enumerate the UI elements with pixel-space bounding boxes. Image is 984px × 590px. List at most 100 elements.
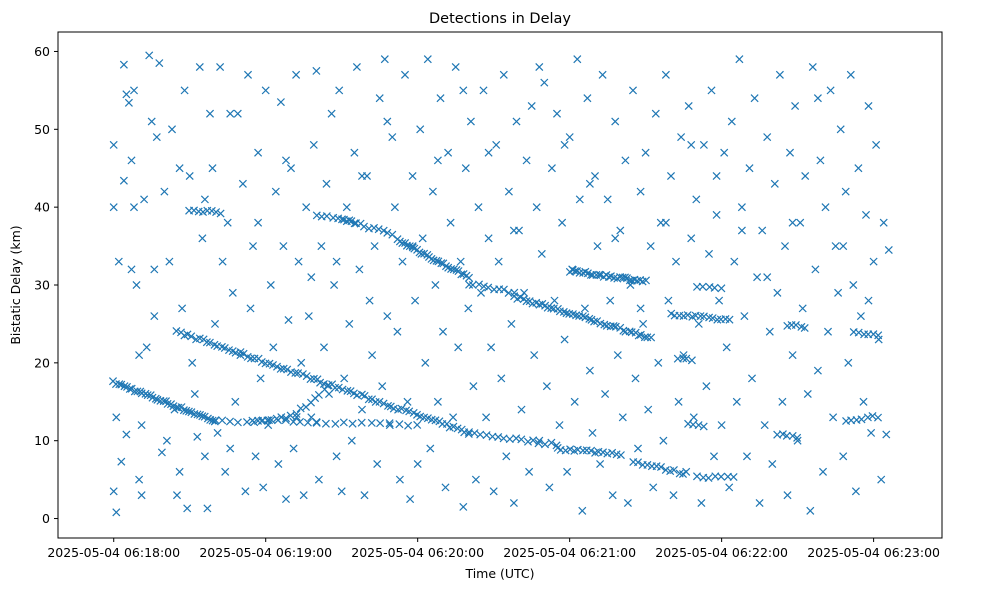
data-point-marker xyxy=(484,148,493,157)
data-point-marker xyxy=(135,351,144,360)
data-point-marker xyxy=(398,257,407,266)
data-point-marker xyxy=(829,413,838,422)
data-point-marker xyxy=(172,326,181,336)
data-point-marker xyxy=(625,327,634,336)
data-point-marker xyxy=(803,389,812,399)
data-point-marker xyxy=(474,280,484,289)
data-point-marker xyxy=(682,467,691,476)
data-point-marker xyxy=(289,444,298,453)
data-point-marker xyxy=(216,209,225,218)
data-point-marker xyxy=(484,283,493,292)
data-point-marker xyxy=(360,491,369,500)
data-point-marker xyxy=(659,436,668,445)
data-point-marker xyxy=(129,86,139,95)
data-point-marker xyxy=(152,133,161,142)
data-point-marker xyxy=(616,226,625,235)
data-point-marker xyxy=(368,351,377,360)
data-point-marker xyxy=(397,404,406,413)
data-point-marker xyxy=(437,259,446,268)
data-point-marker xyxy=(839,452,848,461)
data-point-marker xyxy=(846,70,855,79)
data-point-marker xyxy=(816,156,825,165)
data-point-marker xyxy=(261,86,270,95)
y-axis-ticks: 0 10 20 30 40 50 60 xyxy=(34,44,58,526)
data-point-marker xyxy=(304,312,313,321)
data-point-marker xyxy=(867,428,876,437)
data-point-marker xyxy=(449,265,458,274)
data-point-marker xyxy=(497,374,506,383)
data-point-marker xyxy=(841,187,850,196)
data-point-marker xyxy=(507,319,516,328)
data-point-marker xyxy=(492,140,501,149)
data-point-marker xyxy=(628,86,638,95)
data-point-marker xyxy=(583,94,592,103)
data-point-marker xyxy=(590,317,599,326)
data-point-marker xyxy=(172,491,182,500)
data-point-marker xyxy=(294,257,303,266)
data-point-marker xyxy=(603,195,612,204)
data-point-marker xyxy=(254,218,263,227)
data-point-marker xyxy=(347,436,356,445)
data-point-marker xyxy=(588,428,597,437)
data-point-marker xyxy=(150,312,159,321)
data-point-marker xyxy=(451,62,460,72)
data-point-marker xyxy=(259,483,268,492)
data-point-marker xyxy=(573,55,582,64)
data-point-marker xyxy=(687,234,696,243)
data-point-marker xyxy=(367,418,376,427)
x-tick-label: 2025-05-04 06:20:00 xyxy=(351,545,484,560)
data-point-marker xyxy=(609,321,618,331)
data-point-marker xyxy=(755,498,764,508)
data-point-marker xyxy=(233,418,242,427)
data-point-marker xyxy=(449,413,458,422)
data-point-marker xyxy=(211,416,220,425)
x-tick-label: 2025-05-04 06:18:00 xyxy=(47,545,180,560)
data-point-marker xyxy=(623,498,632,508)
data-point-marker xyxy=(254,148,263,157)
data-point-marker xyxy=(291,368,300,377)
data-point-marker xyxy=(547,164,556,173)
data-point-marker xyxy=(698,282,707,291)
y-tick-label: 0 xyxy=(42,511,50,526)
data-point-marker xyxy=(791,320,800,330)
data-point-marker xyxy=(185,171,194,181)
data-point-marker xyxy=(125,384,134,394)
data-point-marker xyxy=(522,156,531,165)
data-point-marker xyxy=(324,381,333,390)
data-point-marker xyxy=(132,280,141,290)
data-point-marker xyxy=(383,312,392,321)
data-point-marker xyxy=(641,276,651,285)
data-point-marker xyxy=(788,218,797,227)
data-point-marker xyxy=(534,439,543,448)
data-point-marker xyxy=(547,438,556,447)
data-point-marker xyxy=(613,351,622,360)
data-point-marker xyxy=(442,419,451,428)
data-point-marker xyxy=(737,226,746,235)
data-point-marker xyxy=(375,397,384,406)
data-point-marker xyxy=(277,413,286,422)
data-point-marker xyxy=(587,446,596,455)
data-point-marker xyxy=(884,245,893,255)
data-point-marker xyxy=(735,55,744,64)
data-point-marker xyxy=(343,386,352,395)
data-point-marker xyxy=(322,179,331,188)
data-point-marker xyxy=(359,222,369,231)
data-point-marker xyxy=(709,452,719,461)
data-point-marker xyxy=(433,156,442,165)
data-point-marker xyxy=(188,358,197,367)
data-point-marker xyxy=(560,335,569,344)
data-point-marker xyxy=(317,242,326,251)
data-point-marker xyxy=(666,171,676,181)
data-point-marker xyxy=(823,327,833,336)
data-point-marker xyxy=(575,195,584,204)
data-point-marker xyxy=(636,304,645,313)
data-point-marker xyxy=(370,242,379,251)
data-point-marker xyxy=(585,179,594,188)
data-point-marker xyxy=(292,70,301,79)
data-point-marker xyxy=(479,86,488,95)
data-point-marker xyxy=(707,86,716,95)
data-point-marker xyxy=(737,203,746,212)
data-point-marker xyxy=(157,448,166,457)
data-point-marker xyxy=(137,421,146,430)
